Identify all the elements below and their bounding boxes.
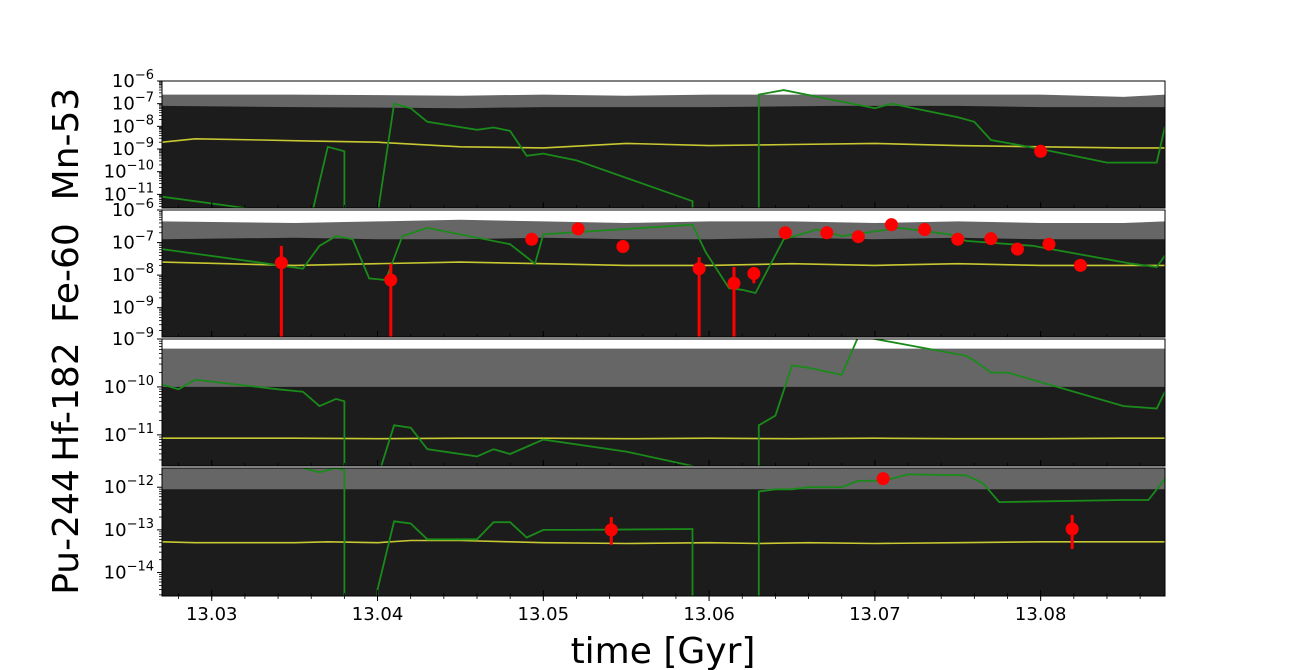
model-line-pu244-1 <box>376 520 694 596</box>
y-tick-label-fe60--8: 10−8 <box>112 262 154 286</box>
y-axis-pu244: 10−14 10−13 10−12 <box>104 473 162 596</box>
model-line-pu244-0 <box>302 468 346 596</box>
x-tick-label-13.05: 13.05 <box>518 604 570 625</box>
model-line-hf182-1 <box>380 424 694 466</box>
x-tick-label-13.06: 13.06 <box>683 604 735 625</box>
band-inner-mn53 <box>162 105 1165 208</box>
x-tick-label-13.04: 13.04 <box>352 604 404 625</box>
measurement-point-mn53-0 <box>1034 144 1048 158</box>
measurement-point-fe60-17 <box>1073 258 1087 272</box>
y-tick-label-mn53--6: 10−6 <box>112 68 154 92</box>
y-tick-label-pu244--12: 10−12 <box>104 474 154 498</box>
plot-area-pu244 <box>162 468 1165 596</box>
measurement-point-fe60-7 <box>747 267 761 280</box>
y-tick-label-pu244--14: 10−14 <box>104 560 154 584</box>
y-tick-label-hf182--9: 10−9 <box>112 326 154 350</box>
measurement-point-fe60-15 <box>1010 242 1024 256</box>
median-line-hf182 <box>162 437 1165 440</box>
measurement-point-fe60-14 <box>984 232 998 246</box>
frame-fe60 <box>161 209 1166 338</box>
measurement-point-fe60-5 <box>692 262 706 276</box>
y-tick-label-hf182--10: 10−10 <box>104 374 154 398</box>
plot-area-mn53 <box>162 81 1165 208</box>
model-line-hf182-0 <box>162 378 346 466</box>
y-tick-label-mn53--10: 10−10 <box>104 159 154 183</box>
measurement-point-pu244-2 <box>1065 522 1079 536</box>
y-tick-label-mn53--7: 10−7 <box>112 91 154 115</box>
median-line-mn53 <box>162 137 1165 149</box>
x-axis: 13.03 13.04 13.05 13.06 13.07 13.08 <box>178 202 1141 625</box>
measurement-point-fe60-3 <box>571 222 585 236</box>
model-line-mn53-2 <box>757 89 1165 208</box>
measurement-point-fe60-13 <box>951 232 965 246</box>
y-tick-label-fe60--7: 10−7 <box>112 230 154 254</box>
x-tick-label-13.07: 13.07 <box>849 604 901 625</box>
y-tick-label-pu244--13: 10−13 <box>104 517 154 541</box>
x-axis-label: time [Gyr] <box>571 631 756 670</box>
x-tick-label-13.03: 13.03 <box>186 604 238 625</box>
y-tick-label-mn53--9: 10−9 <box>112 136 154 160</box>
measurement-point-fe60-6 <box>727 276 741 290</box>
measurement-point-pu244-1 <box>876 472 890 486</box>
model-line-mn53-0 <box>162 145 346 208</box>
y-tick-label-hf182--11: 10−11 <box>104 422 154 446</box>
panel-hf182: 10−11 10−10 10−9 Hf-182 <box>46 326 1166 467</box>
measurement-point-fe60-8 <box>778 226 792 240</box>
measurement-point-fe60-0 <box>274 256 288 270</box>
ylabel-fe60: Fe-60 <box>46 223 87 323</box>
measurement-point-fe60-1 <box>384 273 398 287</box>
ylabel-pu244: Pu-244 <box>46 469 87 595</box>
measurement-point-fe60-4 <box>616 239 630 253</box>
band-inner-hf182 <box>162 386 1165 466</box>
measurement-point-fe60-12 <box>918 223 932 237</box>
median-line-pu244 <box>162 539 1165 545</box>
x-tick-label-13.08: 13.08 <box>1015 604 1067 625</box>
model-line-hf182-2 <box>757 339 1165 466</box>
plot-area-hf182 <box>162 339 1165 466</box>
measurement-point-pu244-0 <box>604 523 618 537</box>
measurement-point-fe60-2 <box>525 232 539 246</box>
plot-area-fe60 <box>162 210 1165 337</box>
ylabel-mn53: Mn-53 <box>46 88 87 201</box>
frame-hf182 <box>161 338 1166 467</box>
median-line-fe60 <box>162 261 1165 267</box>
y-tick-label-fe60--6: 10−6 <box>112 197 154 221</box>
model-line-mn53-1 <box>377 102 694 208</box>
y-tick-label-fe60--9: 10−9 <box>112 295 154 319</box>
frame-mn53 <box>161 80 1166 209</box>
measurement-point-fe60-10 <box>851 230 865 244</box>
measurement-point-fe60-9 <box>820 226 834 240</box>
y-tick-label-mn53--8: 10−8 <box>112 113 154 137</box>
y-axis-hf182: 10−11 10−10 10−9 <box>104 326 162 461</box>
measurement-point-fe60-16 <box>1042 237 1056 251</box>
panel-fe60: 10−9 10−8 10−7 10−6 Fe-60 <box>46 197 1166 338</box>
y-axis-fe60: 10−9 10−8 10−7 10−6 <box>112 197 162 331</box>
panel-pu244: 10−14 10−13 10−12 Pu-244 <box>46 467 1166 597</box>
ylabel-hf182: Hf-182 <box>46 342 87 461</box>
measurement-point-fe60-11 <box>884 218 898 232</box>
